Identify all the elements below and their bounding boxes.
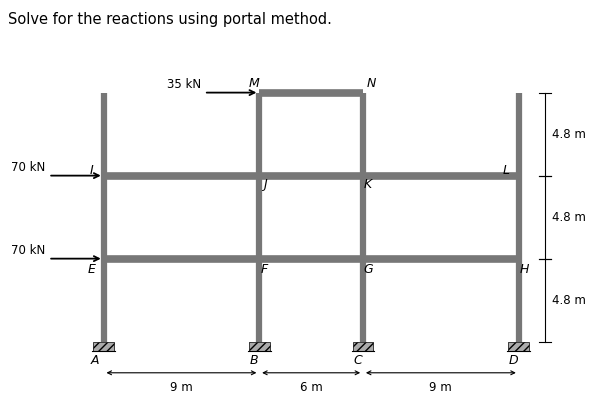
Text: M: M (249, 77, 260, 91)
Text: A: A (91, 354, 99, 367)
Text: K: K (364, 178, 372, 191)
Text: 4.8 m: 4.8 m (552, 211, 586, 224)
Text: 9 m: 9 m (170, 381, 193, 393)
Bar (508, 342, 529, 351)
Bar (249, 342, 270, 351)
Text: I: I (90, 164, 93, 177)
Text: B: B (250, 354, 258, 367)
Text: G: G (364, 262, 373, 276)
Bar (93, 342, 114, 351)
Bar (353, 342, 373, 351)
Text: L: L (503, 164, 510, 177)
Text: D: D (509, 354, 518, 367)
Text: 9 m: 9 m (430, 381, 452, 393)
Text: Solve for the reactions using portal method.: Solve for the reactions using portal met… (8, 12, 332, 27)
Text: 4.8 m: 4.8 m (552, 294, 586, 306)
Text: F: F (261, 262, 268, 276)
Text: N: N (367, 77, 376, 91)
Text: 70 kN: 70 kN (11, 161, 45, 174)
Text: J: J (263, 178, 266, 191)
Text: 6 m: 6 m (299, 381, 322, 393)
Text: H: H (519, 262, 529, 276)
Text: 35 kN: 35 kN (167, 78, 201, 91)
Text: 70 kN: 70 kN (11, 244, 45, 257)
Text: C: C (353, 354, 362, 367)
Text: 4.8 m: 4.8 m (552, 127, 586, 141)
Text: E: E (88, 262, 96, 276)
